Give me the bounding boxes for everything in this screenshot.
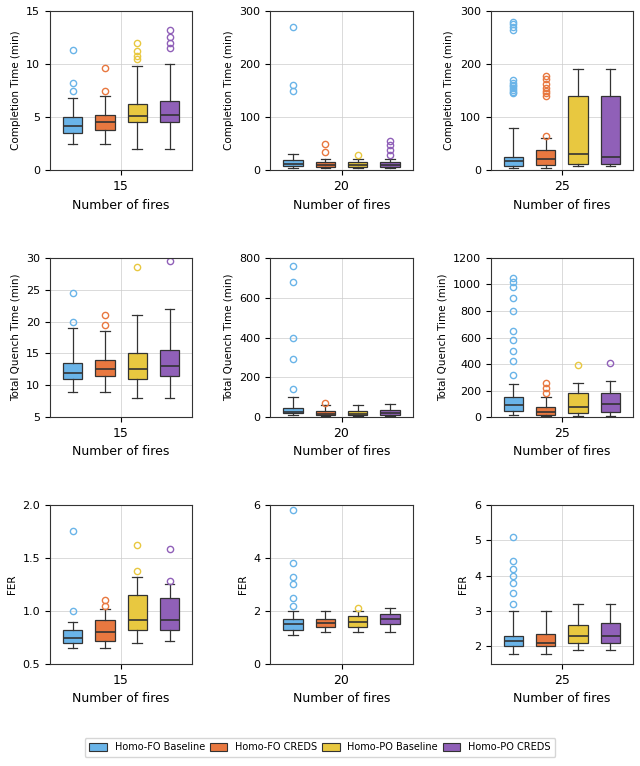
PathPatch shape — [127, 104, 147, 123]
X-axis label: Number of fires: Number of fires — [513, 198, 611, 211]
PathPatch shape — [95, 620, 115, 641]
Y-axis label: Completion Time (min): Completion Time (min) — [224, 31, 234, 150]
PathPatch shape — [63, 363, 83, 379]
PathPatch shape — [63, 117, 83, 133]
PathPatch shape — [316, 162, 335, 167]
Y-axis label: Completion Time (min): Completion Time (min) — [444, 31, 454, 150]
X-axis label: Number of fires: Number of fires — [513, 692, 611, 705]
PathPatch shape — [63, 630, 83, 643]
X-axis label: Number of fires: Number of fires — [72, 198, 170, 211]
PathPatch shape — [348, 617, 367, 627]
PathPatch shape — [380, 162, 400, 166]
Y-axis label: FER: FER — [7, 574, 17, 594]
PathPatch shape — [284, 159, 303, 166]
Legend: Homo-FO Baseline, Homo-FO CREDS, Homo-PO Baseline, Homo-PO CREDS: Homo-FO Baseline, Homo-FO CREDS, Homo-PO… — [84, 738, 556, 758]
Y-axis label: Total Quench Time (min): Total Quench Time (min) — [224, 273, 234, 401]
PathPatch shape — [348, 162, 367, 166]
Y-axis label: FER: FER — [458, 574, 468, 594]
PathPatch shape — [601, 624, 620, 643]
PathPatch shape — [568, 96, 588, 164]
PathPatch shape — [316, 411, 335, 415]
X-axis label: Number of fires: Number of fires — [293, 198, 390, 211]
PathPatch shape — [160, 350, 179, 376]
PathPatch shape — [601, 96, 620, 164]
PathPatch shape — [348, 411, 367, 415]
Y-axis label: Total Quench Time (min): Total Quench Time (min) — [11, 273, 20, 401]
PathPatch shape — [504, 636, 523, 647]
PathPatch shape — [95, 115, 115, 130]
PathPatch shape — [160, 101, 179, 123]
X-axis label: Number of fires: Number of fires — [293, 446, 390, 459]
PathPatch shape — [284, 408, 303, 413]
X-axis label: Number of fires: Number of fires — [72, 446, 170, 459]
PathPatch shape — [284, 619, 303, 630]
PathPatch shape — [95, 360, 115, 376]
PathPatch shape — [504, 398, 523, 411]
PathPatch shape — [127, 353, 147, 379]
PathPatch shape — [380, 614, 400, 624]
Y-axis label: Completion Time (min): Completion Time (min) — [11, 31, 20, 150]
PathPatch shape — [568, 625, 588, 643]
PathPatch shape — [316, 619, 335, 627]
X-axis label: Number of fires: Number of fires — [72, 692, 170, 705]
Y-axis label: Total Quench Time (min): Total Quench Time (min) — [437, 273, 447, 401]
PathPatch shape — [536, 150, 556, 165]
PathPatch shape — [160, 598, 179, 630]
PathPatch shape — [127, 595, 147, 630]
PathPatch shape — [380, 411, 400, 415]
PathPatch shape — [536, 634, 556, 647]
PathPatch shape — [536, 407, 556, 414]
Y-axis label: FER: FER — [238, 574, 248, 594]
X-axis label: Number of fires: Number of fires — [513, 446, 611, 459]
PathPatch shape — [568, 393, 588, 413]
PathPatch shape — [601, 393, 620, 412]
X-axis label: Number of fires: Number of fires — [293, 692, 390, 705]
PathPatch shape — [504, 157, 523, 166]
